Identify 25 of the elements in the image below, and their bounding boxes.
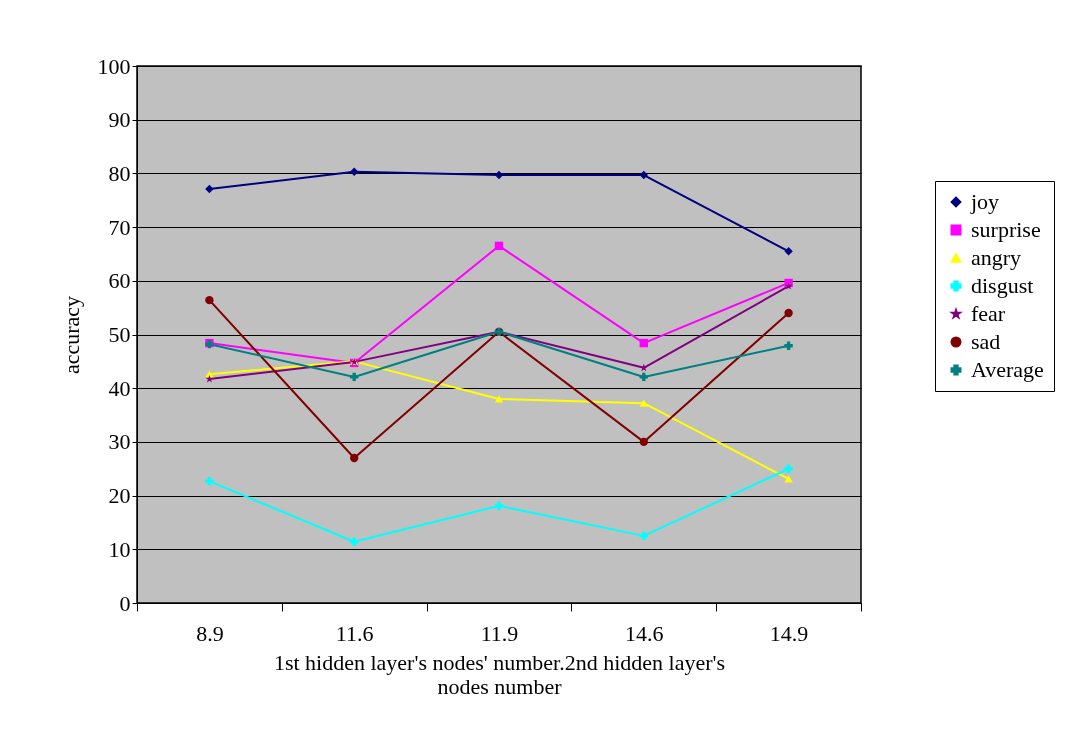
- x-tick-label: 8.9: [196, 620, 224, 646]
- x-tick-label: 11.6: [335, 620, 374, 646]
- legend-label: Average: [971, 357, 1044, 382]
- legend-label: sad: [971, 329, 1001, 354]
- y-tick-label: 0: [119, 590, 131, 616]
- y-tick-label: 30: [108, 429, 131, 455]
- y-tick-label: 60: [108, 268, 131, 294]
- legend-label: angry: [971, 245, 1022, 270]
- y-axis-title: accuracy: [58, 295, 84, 375]
- y-tick-label: 40: [108, 375, 131, 401]
- x-tick-label: 11.9: [480, 620, 519, 646]
- legend-label: fear: [971, 301, 1006, 326]
- y-tick-label: 70: [108, 214, 131, 240]
- y-tick-label: 100: [97, 53, 131, 79]
- x-axis-title: 1st hidden layer's nodes' number.2nd hidden layer's nodes number: [273, 649, 726, 699]
- y-tick-label: 80: [108, 160, 131, 186]
- legend-label: joy: [970, 189, 1000, 214]
- x-tick-label: 14.6: [625, 620, 664, 646]
- y-tick-label: 20: [108, 483, 131, 509]
- legend-label: disgust: [971, 273, 1034, 298]
- y-tick-label: 90: [108, 107, 131, 133]
- legend-label: surprise: [971, 217, 1041, 242]
- x-tick-label: 14.9: [769, 620, 809, 646]
- y-tick-label: 50: [108, 322, 131, 347]
- y-tick-label: 10: [108, 536, 131, 562]
